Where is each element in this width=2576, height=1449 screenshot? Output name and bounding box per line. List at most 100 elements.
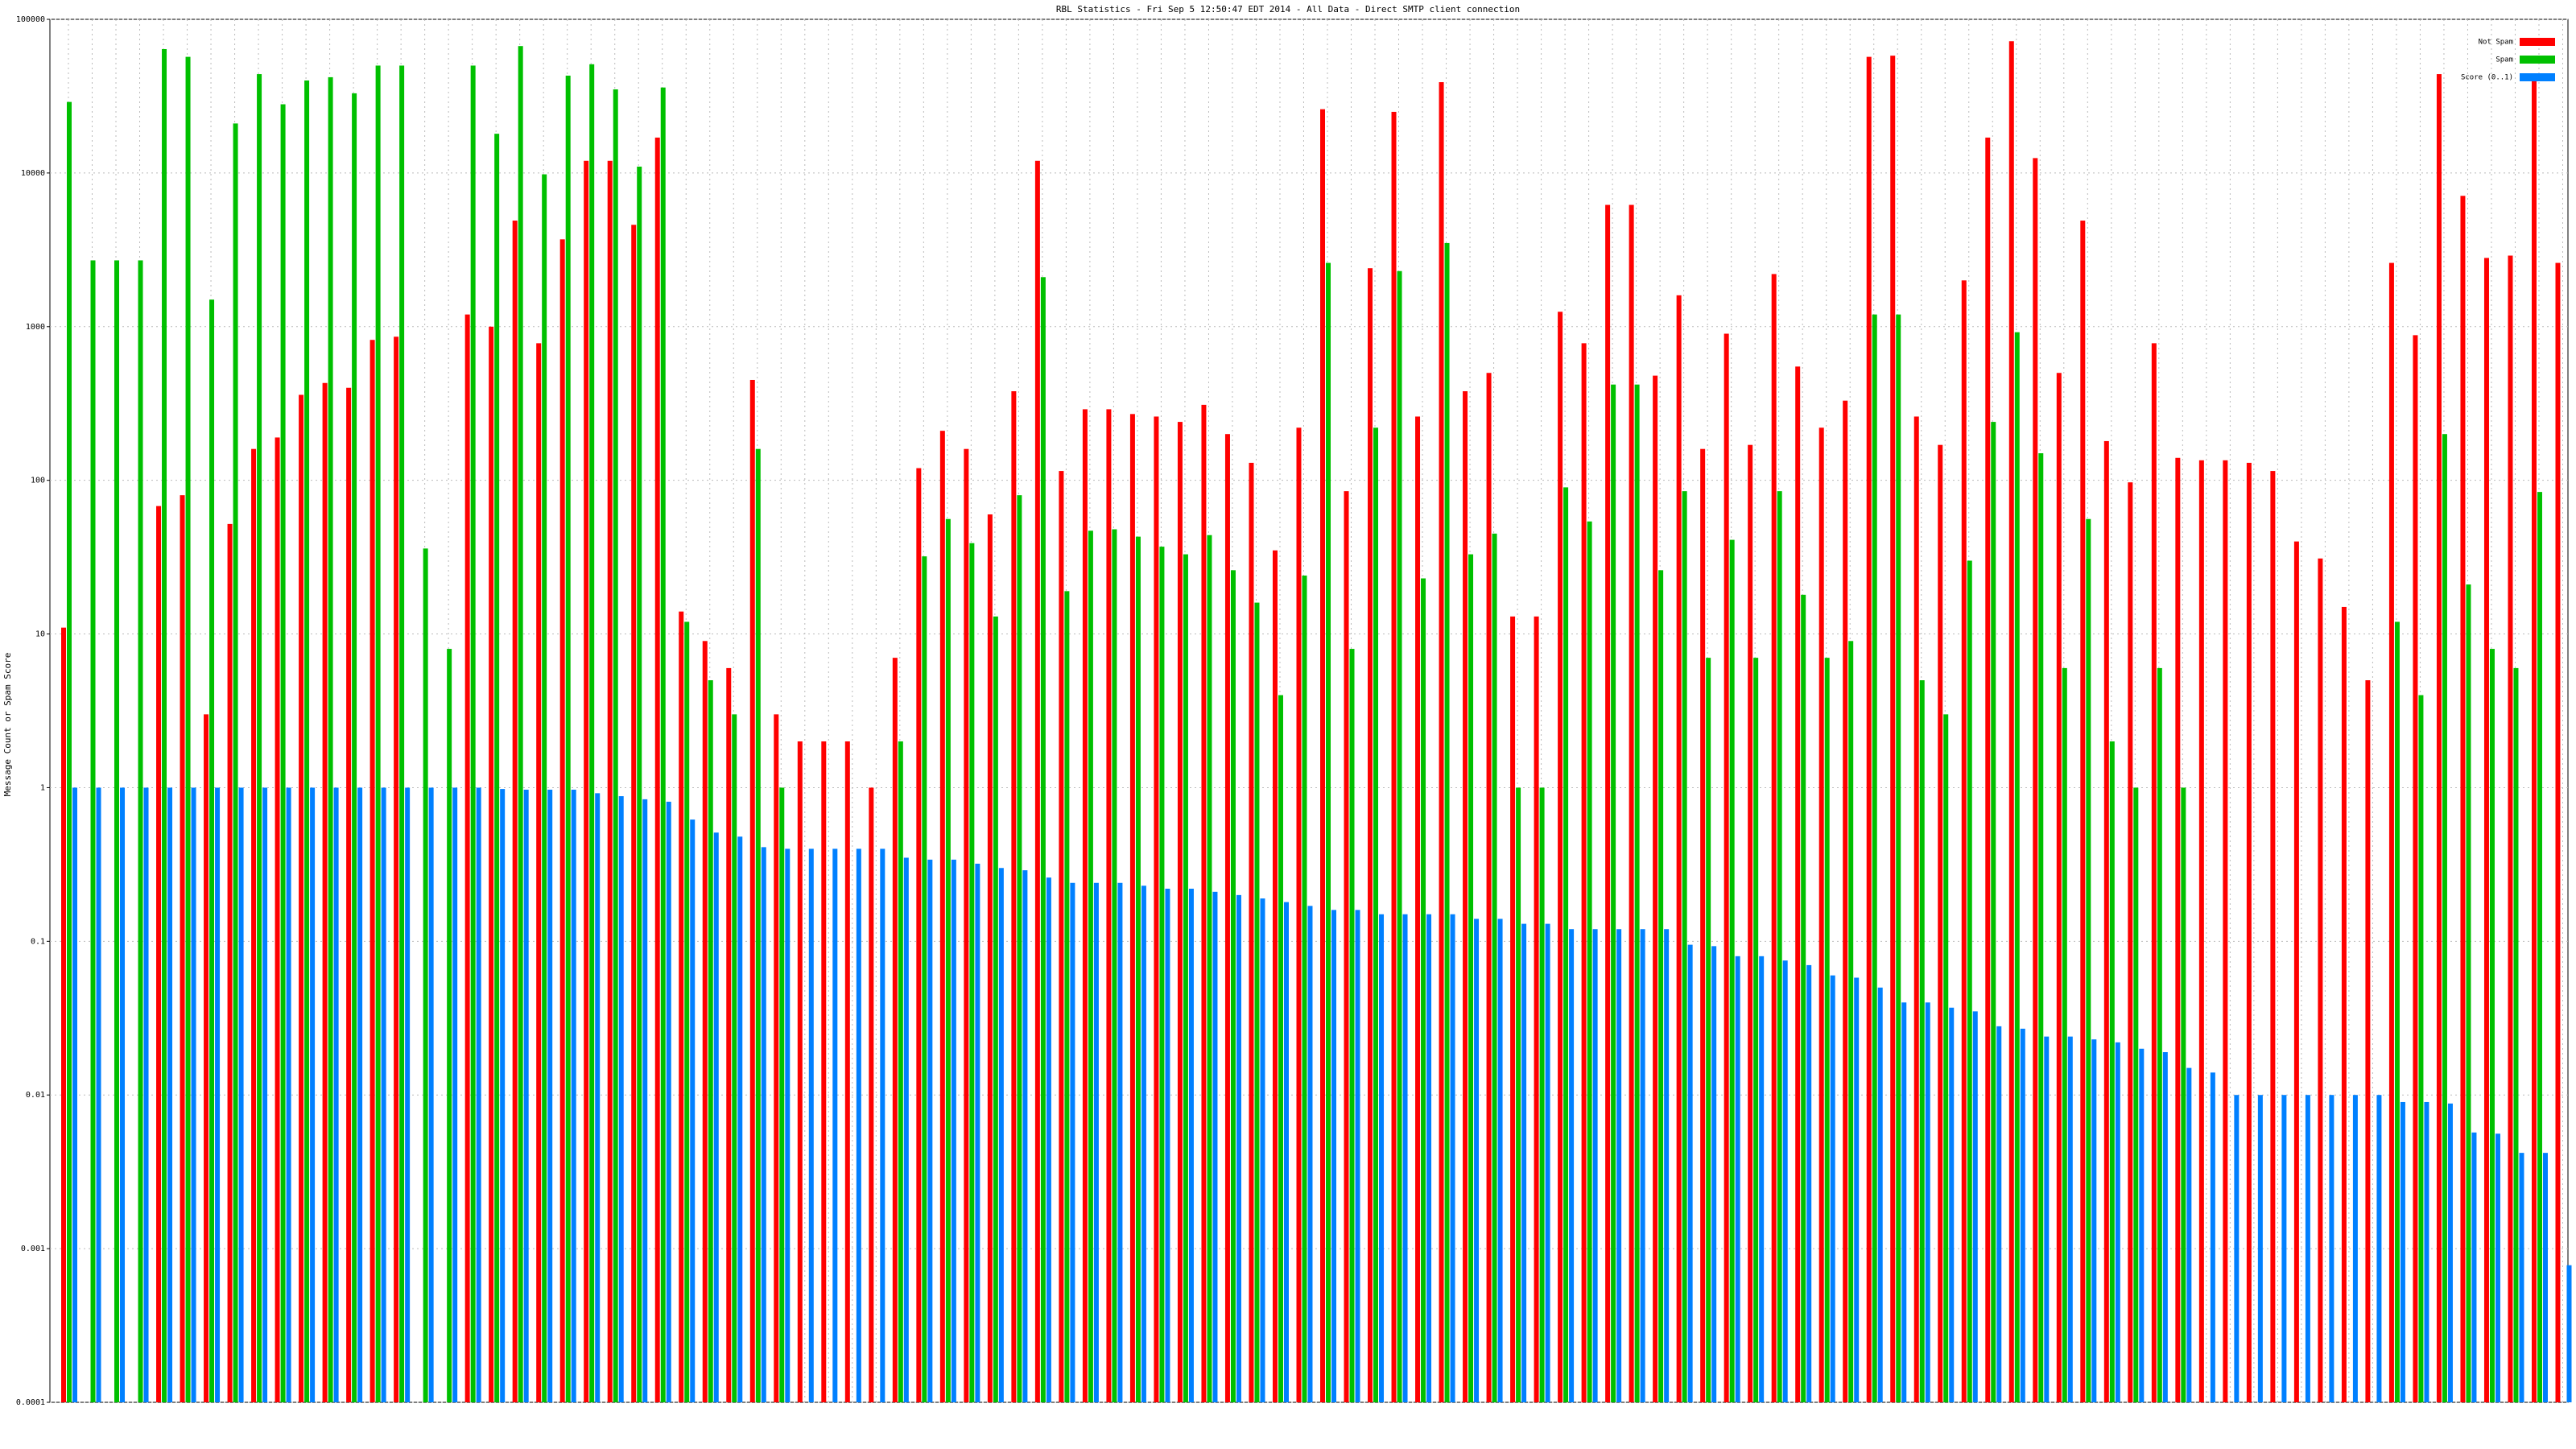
bar bbox=[494, 134, 500, 1403]
bar bbox=[405, 787, 411, 1402]
bar bbox=[1022, 870, 1028, 1402]
bar bbox=[1795, 366, 1801, 1403]
bar bbox=[1415, 416, 1421, 1402]
bar bbox=[1818, 427, 1824, 1402]
bar bbox=[2223, 460, 2228, 1403]
bar bbox=[1296, 427, 1302, 1402]
bar bbox=[684, 621, 690, 1402]
bar bbox=[1040, 277, 1046, 1403]
bar bbox=[821, 741, 827, 1402]
bar bbox=[1011, 390, 1017, 1402]
bar bbox=[559, 239, 565, 1402]
bar bbox=[1135, 536, 1141, 1402]
bar bbox=[916, 468, 922, 1403]
bar bbox=[690, 819, 696, 1402]
bar bbox=[2020, 1028, 2025, 1402]
bar bbox=[2115, 1042, 2120, 1402]
bar bbox=[595, 793, 601, 1402]
bar bbox=[2436, 74, 2442, 1403]
bar bbox=[322, 382, 328, 1402]
bar bbox=[708, 680, 713, 1402]
bar bbox=[72, 787, 77, 1402]
y-tick-label: 0.001 bbox=[21, 1245, 45, 1253]
legend-swatch bbox=[2520, 73, 2555, 81]
bar bbox=[1587, 521, 1592, 1402]
bar bbox=[1682, 491, 1687, 1402]
bar bbox=[732, 714, 737, 1402]
bar bbox=[185, 56, 191, 1402]
bar bbox=[1082, 409, 1088, 1402]
bar bbox=[2365, 680, 2371, 1402]
bar bbox=[2281, 1095, 2287, 1402]
bar bbox=[1379, 914, 1385, 1402]
bar bbox=[1159, 547, 1165, 1402]
bar bbox=[470, 65, 476, 1403]
bar bbox=[156, 506, 162, 1402]
bar bbox=[2413, 335, 2418, 1402]
bar bbox=[1925, 1002, 1930, 1402]
bar bbox=[1919, 680, 1925, 1402]
bar bbox=[975, 863, 980, 1402]
bar bbox=[779, 787, 785, 1402]
bar bbox=[90, 260, 96, 1402]
bar bbox=[2376, 1095, 2382, 1402]
bar bbox=[1474, 919, 1480, 1402]
bar bbox=[1896, 314, 1901, 1402]
bar bbox=[2566, 1265, 2572, 1402]
bar bbox=[969, 543, 975, 1402]
bar bbox=[96, 787, 101, 1402]
bar bbox=[679, 611, 684, 1402]
bar bbox=[1771, 274, 1777, 1402]
bar bbox=[399, 65, 405, 1403]
legend-swatch bbox=[2520, 56, 2555, 64]
bar bbox=[138, 260, 143, 1402]
bar bbox=[1640, 929, 1645, 1402]
bar bbox=[1106, 409, 1112, 1402]
bar bbox=[328, 76, 333, 1403]
bar bbox=[993, 616, 998, 1402]
bar bbox=[637, 166, 642, 1402]
bar bbox=[2447, 1103, 2453, 1402]
bar bbox=[1558, 312, 1563, 1402]
bar bbox=[1592, 929, 1598, 1402]
bar bbox=[2257, 1095, 2263, 1402]
bar bbox=[299, 394, 304, 1402]
bar bbox=[233, 123, 238, 1402]
bar bbox=[726, 667, 732, 1402]
bar bbox=[2352, 1095, 2358, 1402]
bar bbox=[1207, 535, 1212, 1403]
y-tick-label: 100000 bbox=[16, 15, 45, 24]
bar bbox=[275, 437, 280, 1402]
bar bbox=[1278, 695, 1283, 1402]
bar bbox=[584, 160, 589, 1403]
bar bbox=[191, 787, 196, 1402]
bar bbox=[1212, 891, 1218, 1402]
bar bbox=[120, 787, 126, 1402]
bar bbox=[1183, 554, 1188, 1402]
bar bbox=[2198, 460, 2204, 1403]
bar bbox=[1521, 923, 1527, 1402]
bar bbox=[1373, 427, 1379, 1402]
bar bbox=[428, 787, 434, 1402]
bar bbox=[162, 48, 167, 1403]
bar bbox=[1706, 658, 1711, 1402]
bar bbox=[1188, 888, 1194, 1402]
bar bbox=[547, 789, 553, 1402]
bar bbox=[1569, 929, 1575, 1402]
bar bbox=[927, 859, 933, 1402]
bar bbox=[2086, 518, 2091, 1402]
bar bbox=[1605, 204, 1611, 1402]
bar bbox=[500, 789, 506, 1402]
bar bbox=[749, 379, 755, 1403]
bar bbox=[1872, 314, 1877, 1402]
bar bbox=[1866, 56, 1872, 1402]
bar bbox=[1724, 333, 1729, 1403]
bar bbox=[2151, 343, 2157, 1402]
bar bbox=[1711, 946, 1717, 1402]
bar bbox=[998, 868, 1004, 1402]
bar bbox=[1700, 448, 1706, 1403]
bar bbox=[1777, 491, 1782, 1402]
bar bbox=[1444, 242, 1450, 1402]
bar bbox=[2162, 1052, 2168, 1402]
bar bbox=[832, 848, 838, 1402]
